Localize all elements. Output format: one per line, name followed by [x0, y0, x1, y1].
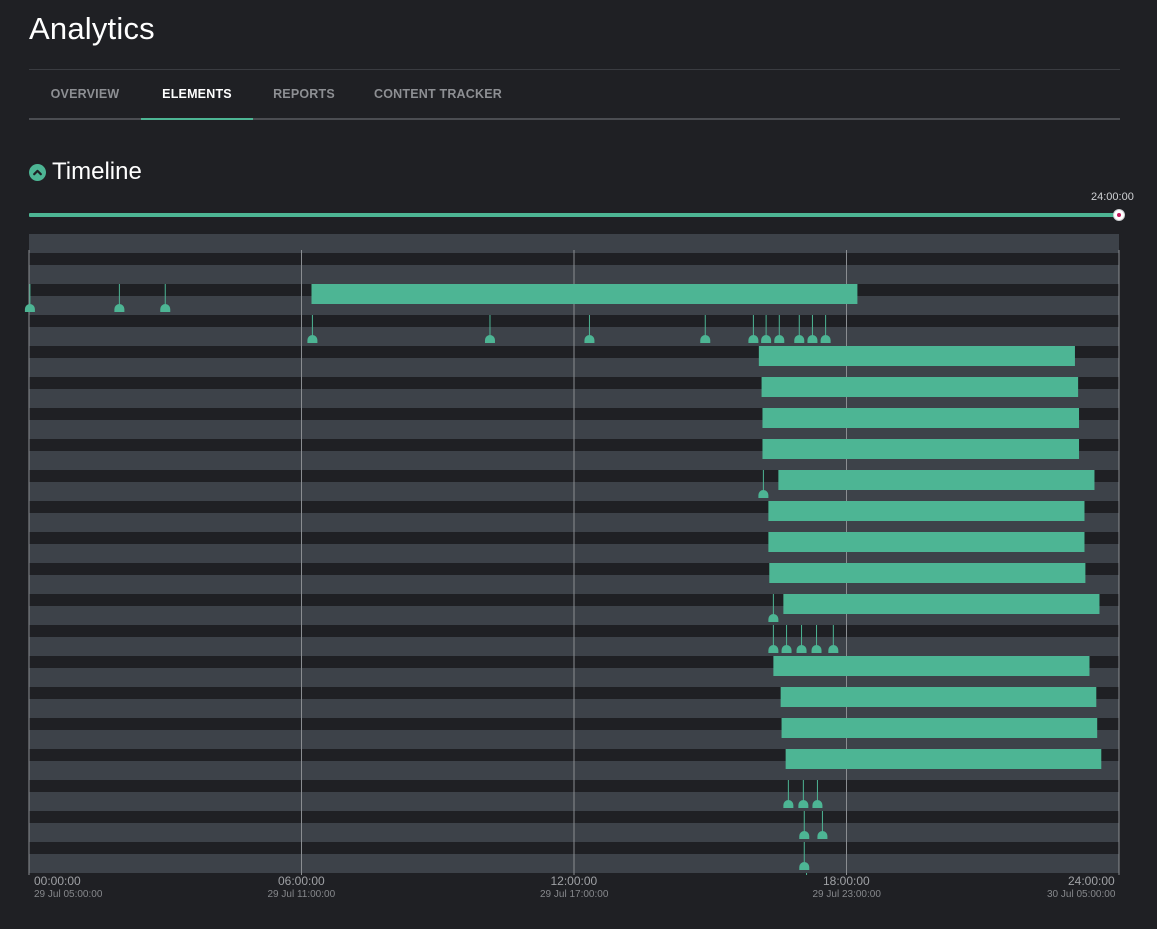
tab-bar: OVERVIEW ELEMENTS REPORTS CONTENT TRACKE…: [29, 70, 1120, 120]
timeline-marker: [774, 335, 785, 343]
timeline-marker: [794, 335, 805, 343]
timeline-marker: [307, 335, 318, 343]
timeline-bar: [785, 749, 1102, 769]
timeline-bar: [781, 718, 1098, 738]
timeline-bar: [780, 687, 1097, 707]
axis-date-label: 29 Jul 17:00:00: [540, 889, 609, 900]
chevron-up-icon: [29, 163, 46, 181]
timeline-bar: [758, 346, 1075, 366]
timeline-marker: [700, 335, 711, 343]
timeline-marker: [783, 800, 794, 808]
timeline-bar: [769, 563, 1086, 583]
timeline-marker: [114, 304, 125, 312]
axis-date-label: 29 Jul 05:00:00: [34, 889, 103, 900]
timeline-row-track: [29, 234, 1119, 253]
timeline-marker: [484, 335, 495, 343]
title-divider: [29, 69, 1120, 70]
axis-time-label: 18:00:00: [823, 874, 870, 888]
axis-date-label: 29 Jul 11:00:00: [267, 889, 336, 900]
timeline-bar: [761, 377, 1079, 397]
axis-date-label: 29 Jul 23:00:00: [812, 889, 881, 900]
timeline-marker: [817, 831, 828, 839]
timeline-chart: [24, 234, 1120, 875]
timeline-bar: [311, 284, 858, 304]
timeline-bar: [768, 501, 1085, 521]
timeline-marker: [24, 304, 35, 312]
timeline-bar: [783, 594, 1100, 614]
axis-time-label: 00:00:00: [34, 874, 81, 888]
page-title: Analytics: [29, 11, 155, 46]
timeline-marker: [807, 335, 818, 343]
tab-reports[interactable]: REPORTS: [273, 87, 335, 101]
timeline-marker: [748, 335, 759, 343]
axis-time-label: 12:00:00: [550, 874, 598, 888]
timeline-marker: [781, 645, 792, 653]
timeline-axis: 00:00:00 29 Jul 05:00:00 06:00:00 29 Jul 11…: [0, 872, 1157, 912]
timeline-marker: [799, 862, 810, 870]
timeline-bar: [768, 532, 1085, 552]
tab-elements[interactable]: ELEMENTS: [141, 70, 253, 120]
timeline-marker: [799, 831, 810, 839]
section-title: Timeline: [52, 158, 142, 185]
timeline-marker: [798, 800, 809, 808]
timeline-marker: [758, 490, 769, 498]
timeline-marker: [768, 614, 779, 622]
timeline-marker: [768, 645, 779, 653]
timeline-bar: [778, 470, 1095, 490]
timeline-scrubber-handle[interactable]: [1113, 209, 1125, 221]
tab-content-tracker[interactable]: CONTENT TRACKER: [374, 87, 502, 101]
timeline-marker: [761, 335, 772, 343]
timeline-section-toggle[interactable]: Timeline: [29, 157, 142, 187]
timeline-bar: [762, 408, 1080, 428]
timeline-marker: [160, 304, 171, 312]
tab-overview[interactable]: OVERVIEW: [50, 87, 120, 101]
timeline-marker: [828, 645, 839, 653]
timeline-marker: [584, 335, 595, 343]
axis-date-label: 30 Jul 05:00:00: [1047, 889, 1116, 900]
timeline-bar: [773, 656, 1090, 676]
timeline-marker: [796, 645, 807, 653]
axis-time-label: 24:00:00: [1068, 874, 1115, 888]
timeline-marker: [811, 645, 822, 653]
axis-time-label: 06:00:00: [278, 874, 325, 888]
timeline-marker: [812, 800, 823, 808]
timeline-scrubber-track[interactable]: [29, 213, 1120, 217]
timeline-marker: [820, 335, 831, 343]
timeline-bar: [762, 439, 1080, 459]
timeline-end-label: 24:00:00: [1091, 191, 1134, 203]
